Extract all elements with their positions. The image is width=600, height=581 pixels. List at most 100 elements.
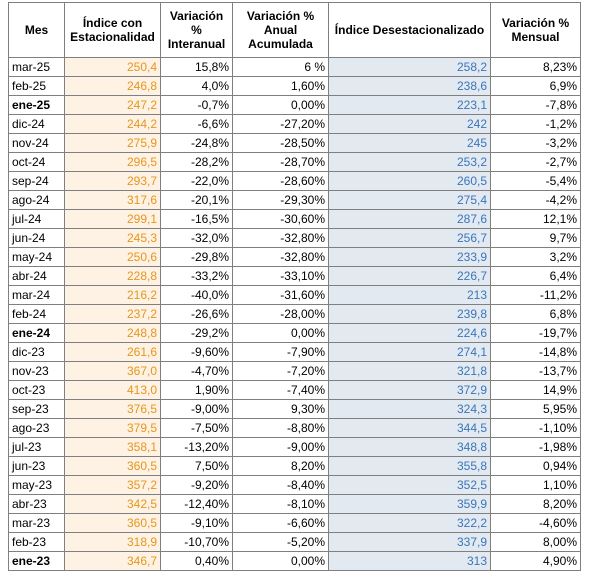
cell-variacion-interanual: -9,20% <box>160 475 233 495</box>
cell-variacion-interanual: -6,6% <box>160 114 233 134</box>
cell-mes: oct-23 <box>8 380 65 400</box>
cell-variacion-mensual: 12,1% <box>490 209 581 229</box>
cell-indice-con-estacionalidad: 360,5 <box>64 513 161 533</box>
cell-mes: mar-24 <box>8 285 65 305</box>
cell-variacion-anual-acumulada: -5,20% <box>232 532 329 552</box>
cell-variacion-anual-acumulada: -30,60% <box>232 209 329 229</box>
cell-variacion-mensual: 8,23% <box>490 57 581 77</box>
cell-variacion-interanual: -9,60% <box>160 342 233 362</box>
cell-variacion-anual-acumulada: -7,20% <box>232 361 329 381</box>
cell-variacion-anual-acumulada: -28,00% <box>232 304 329 324</box>
cell-mes: sep-24 <box>8 171 65 191</box>
table-row: oct-24 296,5 -28,2% -28,70% 253,2 -2,7% <box>8 152 581 172</box>
cell-mes: abr-24 <box>8 266 65 286</box>
table-row: oct-23 413,0 1,90% -7,40% 372,9 14,9% <box>8 380 581 400</box>
table-row: ene-24 248,8 -29,2% 0,00% 224,6 -19,7% <box>8 323 581 343</box>
cell-variacion-interanual: 15,8% <box>160 57 233 77</box>
table-row: abr-23 342,5 -12,40% -8,10% 359,9 8,20% <box>8 494 581 514</box>
header-indice-desestacionalizado: Índice Desestacionalizado <box>328 2 491 58</box>
cell-indice-con-estacionalidad: 296,5 <box>64 152 161 172</box>
cell-indice-desestacionalizado: 239,8 <box>328 304 491 324</box>
cell-indice-con-estacionalidad: 261,6 <box>64 342 161 362</box>
cell-indice-con-estacionalidad: 299,1 <box>64 209 161 229</box>
table-body: mar-25 250,4 15,8% 6 % 258,2 8,23% feb-25 246,8… <box>8 57 581 571</box>
cell-indice-desestacionalizado: 258,2 <box>328 57 491 77</box>
cell-variacion-mensual: 6,9% <box>490 76 581 96</box>
cell-indice-con-estacionalidad: 342,5 <box>64 494 161 514</box>
cell-variacion-anual-acumulada: 1,60% <box>232 76 329 96</box>
cell-indice-con-estacionalidad: 248,8 <box>64 323 161 343</box>
cell-variacion-mensual: -5,4% <box>490 171 581 191</box>
header-row: Mes Índice con Estacionalidad Variación … <box>8 2 581 58</box>
cell-indice-desestacionalizado: 344,5 <box>328 418 491 438</box>
header-variacion-anual-acumulada: Variación % Anual Acumulada <box>232 2 329 58</box>
table-row: feb-24 237,2 -26,6% -28,00% 239,8 6,8% <box>8 304 581 324</box>
cell-variacion-anual-acumulada: -28,70% <box>232 152 329 172</box>
cell-indice-con-estacionalidad: 318,9 <box>64 532 161 552</box>
cell-indice-desestacionalizado: 372,9 <box>328 380 491 400</box>
cell-variacion-mensual: -3,2% <box>490 133 581 153</box>
cell-indice-con-estacionalidad: 358,1 <box>64 437 161 457</box>
cell-indice-desestacionalizado: 324,3 <box>328 399 491 419</box>
cell-indice-con-estacionalidad: 244,2 <box>64 114 161 134</box>
cell-variacion-interanual: -9,00% <box>160 399 233 419</box>
cell-variacion-mensual: 9,7% <box>490 228 581 248</box>
table-row: mar-24 216,2 -40,0% -31,60% 213 -11,2% <box>8 285 581 305</box>
cell-variacion-interanual: -40,0% <box>160 285 233 305</box>
cell-variacion-mensual: -1,2% <box>490 114 581 134</box>
cell-variacion-anual-acumulada: -6,60% <box>232 513 329 533</box>
table-row: mar-23 360,5 -9,10% -6,60% 322,2 -4,60% <box>8 513 581 533</box>
cell-variacion-mensual: 5,95% <box>490 399 581 419</box>
cell-variacion-interanual: -29,8% <box>160 247 233 267</box>
cell-variacion-anual-acumulada: 0,00% <box>232 95 329 115</box>
cell-variacion-mensual: -2,7% <box>490 152 581 172</box>
table-row: mar-25 250,4 15,8% 6 % 258,2 8,23% <box>8 57 581 77</box>
cell-variacion-interanual: -10,70% <box>160 532 233 552</box>
cell-indice-con-estacionalidad: 346,7 <box>64 551 161 571</box>
cell-variacion-mensual: -1,10% <box>490 418 581 438</box>
cell-indice-con-estacionalidad: 246,8 <box>64 76 161 96</box>
cell-mes: may-24 <box>8 247 65 267</box>
cell-variacion-interanual: -4,70% <box>160 361 233 381</box>
cell-indice-desestacionalizado: 313 <box>328 551 491 571</box>
table-row: jun-24 245,3 -32,0% -32,80% 256,7 9,7% <box>8 228 581 248</box>
table-row: ene-25 247,2 -0,7% 0,00% 223,1 -7,8% <box>8 95 581 115</box>
cell-variacion-anual-acumulada: -31,60% <box>232 285 329 305</box>
cell-variacion-interanual: -26,6% <box>160 304 233 324</box>
cell-indice-desestacionalizado: 226,7 <box>328 266 491 286</box>
table-row: feb-23 318,9 -10,70% -5,20% 337,9 8,00% <box>8 532 581 552</box>
cell-variacion-anual-acumulada: 9,30% <box>232 399 329 419</box>
header-variacion-interanual: Variación % Interanual <box>160 2 233 58</box>
cell-indice-desestacionalizado: 256,7 <box>328 228 491 248</box>
cell-mes: feb-23 <box>8 532 65 552</box>
cell-variacion-anual-acumulada: -28,60% <box>232 171 329 191</box>
cell-variacion-anual-acumulada: -28,50% <box>232 133 329 153</box>
cell-variacion-interanual: -16,5% <box>160 209 233 229</box>
table-row: dic-24 244,2 -6,6% -27,20% 242 -1,2% <box>8 114 581 134</box>
cell-indice-desestacionalizado: 213 <box>328 285 491 305</box>
cell-variacion-mensual: -4,2% <box>490 190 581 210</box>
cell-mes: mar-25 <box>8 57 65 77</box>
cell-indice-con-estacionalidad: 379,5 <box>64 418 161 438</box>
cell-indice-con-estacionalidad: 237,2 <box>64 304 161 324</box>
header-indice-con-estacionalidad: Índice con Estacionalidad <box>64 2 161 58</box>
cell-variacion-mensual: 4,90% <box>490 551 581 571</box>
cell-mes: mar-23 <box>8 513 65 533</box>
cell-variacion-mensual: 8,20% <box>490 494 581 514</box>
cell-indice-desestacionalizado: 322,2 <box>328 513 491 533</box>
cell-indice-desestacionalizado: 359,9 <box>328 494 491 514</box>
cell-indice-con-estacionalidad: 413,0 <box>64 380 161 400</box>
cell-mes: jun-23 <box>8 456 65 476</box>
cell-indice-con-estacionalidad: 360,5 <box>64 456 161 476</box>
cell-indice-desestacionalizado: 223,1 <box>328 95 491 115</box>
cell-mes: ago-24 <box>8 190 65 210</box>
cell-variacion-mensual: 8,00% <box>490 532 581 552</box>
cell-indice-con-estacionalidad: 293,7 <box>64 171 161 191</box>
cell-variacion-anual-acumulada: -8,40% <box>232 475 329 495</box>
cell-mes: jul-23 <box>8 437 65 457</box>
cell-variacion-interanual: -24,8% <box>160 133 233 153</box>
cell-variacion-interanual: 4,0% <box>160 76 233 96</box>
table-row: may-23 357,2 -9,20% -8,40% 352,5 1,10% <box>8 475 581 495</box>
header-mes: Mes <box>8 2 65 58</box>
cell-mes: ene-25 <box>8 95 65 115</box>
